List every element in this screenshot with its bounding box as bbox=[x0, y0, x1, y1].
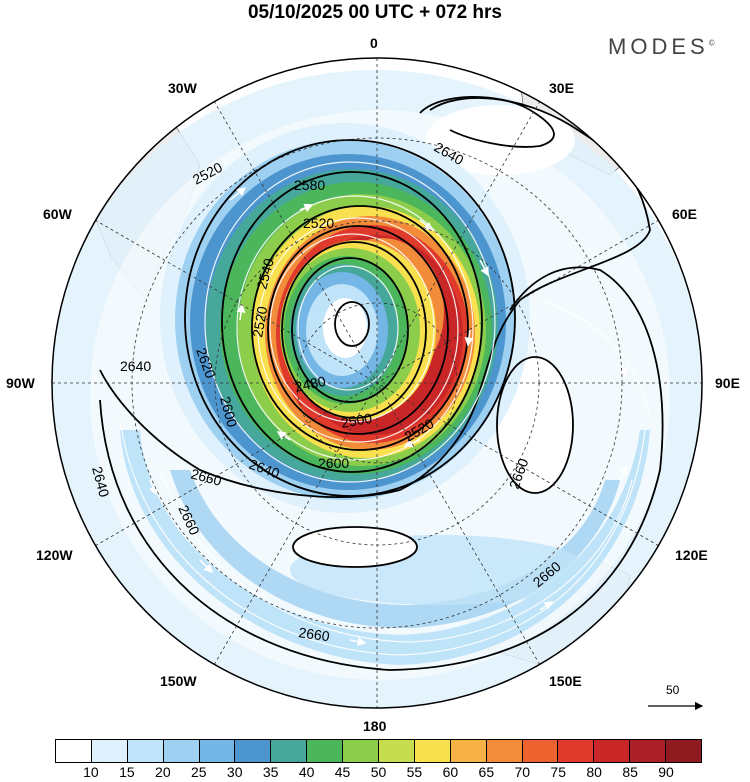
contour-label: 2580 bbox=[294, 177, 325, 193]
lon-label-30e: 30E bbox=[549, 80, 574, 96]
colorbar-tick-label: 70 bbox=[514, 764, 531, 780]
colorbar-swatch bbox=[450, 740, 487, 762]
contour-label: 2500 bbox=[340, 410, 374, 431]
colorbar-swatch bbox=[91, 740, 128, 762]
colorbar-tick-label: 60 bbox=[442, 764, 459, 780]
map-boundary bbox=[51, 57, 703, 709]
colorbar-tick-label: 80 bbox=[586, 764, 602, 780]
colorbar-ticks: 10 15 20 25 30 35 40 45 50 55 60 65 70 75 80 85 90 bbox=[55, 764, 702, 782]
colorbar-swatch bbox=[414, 740, 451, 762]
lon-label-60w: 60W bbox=[43, 206, 72, 222]
polar-stereographic-map: 2520 2580 2520 2540 2620 2520 2640 2600 … bbox=[51, 57, 704, 711]
lon-label-120w: 120W bbox=[36, 547, 73, 563]
contour-label: 2640 bbox=[120, 358, 151, 374]
colorbar-swatch bbox=[163, 740, 200, 762]
colorbar-swatch bbox=[271, 740, 308, 762]
brand-mark: © bbox=[708, 38, 715, 48]
vector-reference-label: 50 bbox=[666, 683, 680, 697]
map-title: 05/10/2025 00 UTC + 072 hrs bbox=[247, 2, 503, 23]
contour-label: 2540 bbox=[253, 256, 277, 290]
lon-label-90w: 90W bbox=[6, 375, 35, 391]
contour-label: 2520 bbox=[303, 215, 334, 231]
contour-label: 2480 bbox=[293, 373, 327, 395]
colorbar-swatch bbox=[630, 740, 667, 762]
colorbar-tick-label: 55 bbox=[406, 764, 423, 780]
lon-label-150e: 150E bbox=[549, 673, 582, 689]
modes-logo: MODES© bbox=[608, 34, 715, 60]
colorbar-tick-label: 50 bbox=[370, 764, 387, 780]
contour-label: 2600 bbox=[217, 395, 241, 429]
lon-label-0: 0 bbox=[370, 35, 378, 51]
contour-label: 2660 bbox=[189, 465, 223, 489]
contour-label: 2600 bbox=[318, 455, 349, 471]
contour-label: 2520 bbox=[249, 305, 270, 339]
colorbar-swatch bbox=[558, 740, 595, 762]
colorbar-swatch bbox=[56, 740, 92, 762]
colorbar-swatch bbox=[199, 740, 236, 762]
colorbar-tick-label: 30 bbox=[226, 764, 243, 780]
lon-label-180: 180 bbox=[363, 718, 387, 734]
colorbar-tick-label: 10 bbox=[83, 764, 99, 780]
lon-label-60e: 60E bbox=[672, 206, 697, 222]
colorbar-tick-label: 90 bbox=[658, 764, 674, 780]
wind-streamlines bbox=[119, 161, 651, 656]
contour-label: 2640 bbox=[89, 465, 113, 499]
colorbar-swatch bbox=[127, 740, 164, 762]
colorbar-swatch bbox=[235, 740, 272, 762]
colorbar-tick-label: 15 bbox=[119, 764, 135, 780]
lon-label-150w: 150W bbox=[160, 673, 197, 689]
colorbar-tick-label: 85 bbox=[622, 764, 638, 780]
colorbar-swatch bbox=[594, 740, 631, 762]
colorbar-tick-label: 75 bbox=[550, 764, 567, 780]
colorbar-swatch bbox=[307, 740, 344, 762]
colorbar-tick-label: 65 bbox=[478, 764, 495, 780]
colorbar-swatch bbox=[666, 740, 702, 762]
contour-label: 2660 bbox=[298, 624, 331, 644]
colorbar-tick-label: 40 bbox=[298, 764, 315, 780]
colorbar-swatch bbox=[522, 740, 559, 762]
colorbar bbox=[55, 739, 702, 763]
graticule bbox=[52, 58, 702, 708]
lon-label-30w: 30W bbox=[168, 80, 197, 96]
colorbar-swatch bbox=[486, 740, 523, 762]
wind-speed-shading bbox=[52, 70, 702, 708]
colorbar-tick-label: 25 bbox=[190, 764, 207, 780]
lon-label-120e: 120E bbox=[675, 547, 708, 563]
colorbar-tick-label: 45 bbox=[334, 764, 351, 780]
colorbar-tick-label: 35 bbox=[262, 764, 279, 780]
colorbar-swatch bbox=[343, 740, 380, 762]
lon-label-90e: 90E bbox=[715, 375, 740, 391]
colorbar-swatch bbox=[379, 740, 415, 762]
colorbar-tick-label: 20 bbox=[155, 764, 171, 780]
brand-text: MODES bbox=[608, 34, 709, 59]
